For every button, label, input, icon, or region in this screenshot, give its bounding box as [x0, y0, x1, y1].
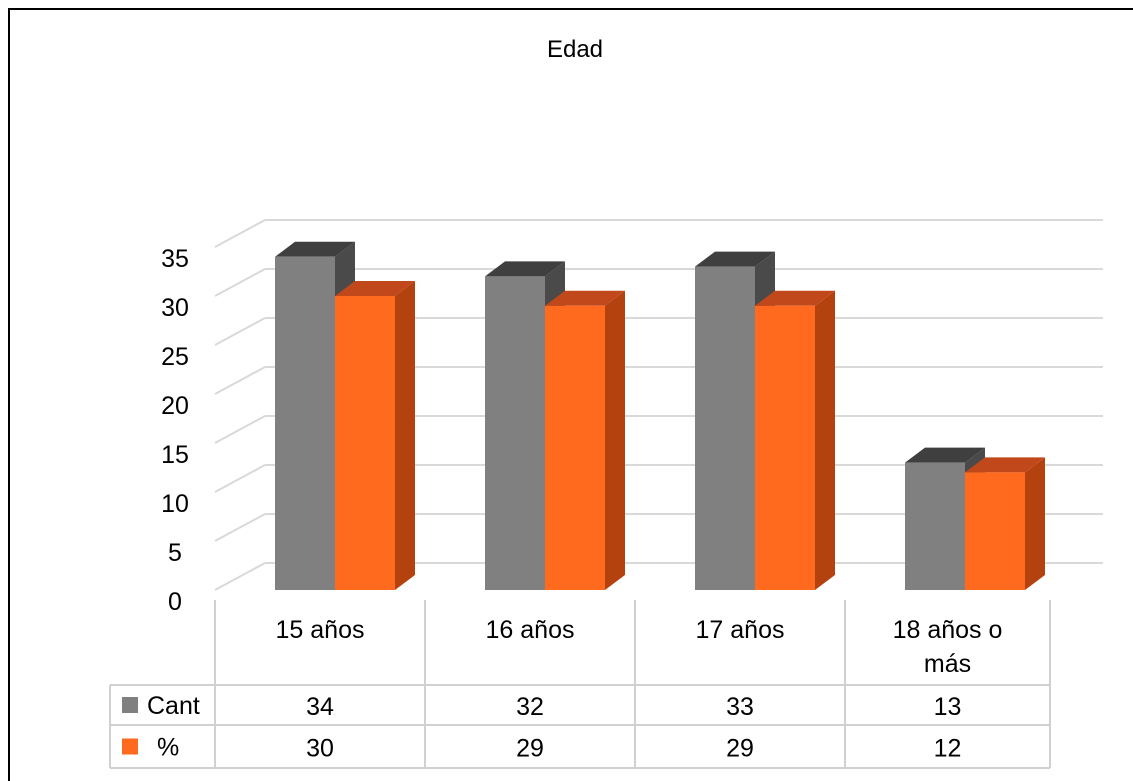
y-tick-label: 20	[161, 392, 189, 420]
bar-top	[545, 290, 625, 306]
legend-label: Cant	[147, 692, 200, 720]
data-label: 32	[516, 693, 544, 721]
bar-front	[275, 256, 335, 590]
grid-diagonal	[214, 513, 266, 542]
bar-side	[605, 290, 625, 590]
category-label: 15 años	[276, 616, 365, 644]
legend-key	[122, 697, 138, 713]
bar-top	[905, 447, 985, 463]
data-label: 34	[306, 693, 334, 721]
bar-top	[485, 261, 565, 277]
data-label: 30	[306, 735, 334, 763]
data-label: 12	[934, 735, 962, 763]
data-label: 13	[934, 693, 962, 721]
chart-title: Edad	[547, 36, 603, 63]
bar-top	[275, 241, 355, 257]
bar	[965, 457, 1045, 590]
bar-front	[695, 266, 755, 590]
grid-diagonal	[214, 268, 266, 297]
legend-key	[122, 738, 138, 755]
data-label: 33	[726, 693, 754, 721]
data-label: 29	[516, 735, 544, 763]
data-table: 15 años 16 años 17 años 18 años o más Cant 34 3…	[109, 600, 1051, 769]
bar-front	[905, 462, 965, 590]
category-label: más	[924, 650, 971, 678]
bar-top	[755, 290, 835, 306]
category-label: 17 años	[696, 616, 785, 644]
y-tick-label: 35	[161, 245, 189, 273]
bar-front	[755, 305, 815, 590]
grid-diagonal	[214, 219, 266, 248]
y-tick-labels: 0 5 10 15 20 25 30 35	[161, 245, 189, 616]
bar-top	[965, 457, 1045, 473]
bar	[545, 290, 625, 590]
y-tick-label: 25	[161, 343, 189, 371]
bar-side	[395, 281, 415, 590]
grid-diagonal	[214, 366, 266, 395]
bar-front	[545, 305, 605, 590]
bar-top	[335, 281, 415, 296]
y-tick-label: 0	[168, 588, 182, 616]
y-tick-label: 30	[161, 294, 189, 322]
grid-diagonal	[214, 464, 266, 493]
grid-diagonal	[214, 317, 266, 346]
category-label: 18 años o	[893, 616, 1003, 644]
grid-diagonal	[214, 562, 266, 591]
bar-side	[815, 290, 835, 590]
category-label: 16 años	[486, 616, 575, 644]
grid-diagonal	[214, 415, 266, 444]
y-tick-label: 5	[168, 539, 182, 567]
chart-frame	[8, 8, 1133, 781]
bar	[755, 290, 835, 590]
bar-front	[965, 472, 1025, 590]
legend-label: %	[157, 734, 179, 762]
bar-top	[695, 251, 775, 267]
bars	[275, 241, 1045, 591]
data-label: 29	[726, 735, 754, 763]
y-tick-label: 10	[161, 490, 189, 518]
bar-front	[485, 276, 545, 590]
bar-front	[335, 296, 395, 590]
y-tick-label: 15	[161, 441, 189, 469]
bar	[335, 281, 415, 590]
bar-side	[1025, 457, 1045, 590]
